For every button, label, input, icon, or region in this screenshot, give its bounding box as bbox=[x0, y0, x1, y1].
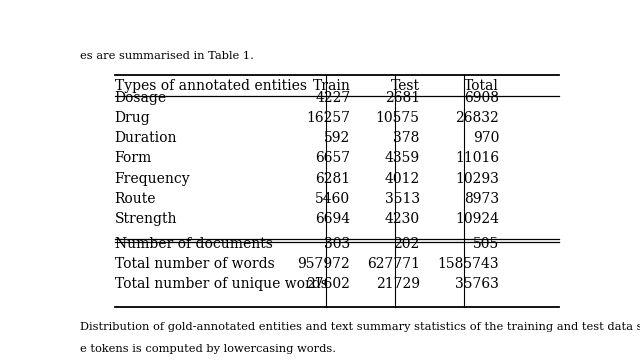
Text: Total number of unique words: Total number of unique words bbox=[115, 277, 328, 291]
Text: 202: 202 bbox=[394, 237, 420, 251]
Text: 16257: 16257 bbox=[307, 111, 350, 125]
Text: 303: 303 bbox=[324, 237, 350, 251]
Text: 10924: 10924 bbox=[455, 212, 499, 226]
Text: 505: 505 bbox=[473, 237, 499, 251]
Text: 4227: 4227 bbox=[315, 91, 350, 105]
Text: 27602: 27602 bbox=[307, 277, 350, 291]
Text: 592: 592 bbox=[324, 131, 350, 145]
Text: Number of documents: Number of documents bbox=[115, 237, 273, 251]
Text: Distribution of gold-annotated entities and text summary statistics of the train: Distribution of gold-annotated entities … bbox=[80, 322, 640, 332]
Text: 1585743: 1585743 bbox=[438, 257, 499, 271]
Text: 10575: 10575 bbox=[376, 111, 420, 125]
Text: es are summarised in Table 1.: es are summarised in Table 1. bbox=[80, 51, 254, 61]
Text: 970: 970 bbox=[473, 131, 499, 145]
Text: 378: 378 bbox=[394, 131, 420, 145]
Text: Dosage: Dosage bbox=[115, 91, 167, 105]
Text: 957972: 957972 bbox=[298, 257, 350, 271]
Text: 6657: 6657 bbox=[315, 151, 350, 165]
Text: 4359: 4359 bbox=[385, 151, 420, 165]
Text: 6281: 6281 bbox=[315, 172, 350, 186]
Text: Train: Train bbox=[312, 79, 350, 93]
Text: 4012: 4012 bbox=[385, 172, 420, 186]
Text: 2681: 2681 bbox=[385, 91, 420, 105]
Text: 3513: 3513 bbox=[385, 192, 420, 206]
Text: Total number of words: Total number of words bbox=[115, 257, 275, 271]
Text: Frequency: Frequency bbox=[115, 172, 190, 186]
Text: e tokens is computed by lowercasing words.: e tokens is computed by lowercasing word… bbox=[80, 344, 336, 354]
Text: 627771: 627771 bbox=[367, 257, 420, 271]
Text: 21729: 21729 bbox=[376, 277, 420, 291]
Text: 26832: 26832 bbox=[456, 111, 499, 125]
Text: 35763: 35763 bbox=[455, 277, 499, 291]
Text: Drug: Drug bbox=[115, 111, 150, 125]
Text: 10293: 10293 bbox=[455, 172, 499, 186]
Text: Strength: Strength bbox=[115, 212, 177, 226]
Text: Duration: Duration bbox=[115, 131, 177, 145]
Text: Types of annotated entities: Types of annotated entities bbox=[115, 79, 307, 93]
Text: 4230: 4230 bbox=[385, 212, 420, 226]
Text: 6908: 6908 bbox=[464, 91, 499, 105]
Text: Test: Test bbox=[391, 79, 420, 93]
Text: 6694: 6694 bbox=[315, 212, 350, 226]
Text: 11016: 11016 bbox=[455, 151, 499, 165]
Text: Form: Form bbox=[115, 151, 152, 165]
Text: 8973: 8973 bbox=[464, 192, 499, 206]
Text: Total: Total bbox=[464, 79, 499, 93]
Text: Route: Route bbox=[115, 192, 156, 206]
Text: 5460: 5460 bbox=[315, 192, 350, 206]
